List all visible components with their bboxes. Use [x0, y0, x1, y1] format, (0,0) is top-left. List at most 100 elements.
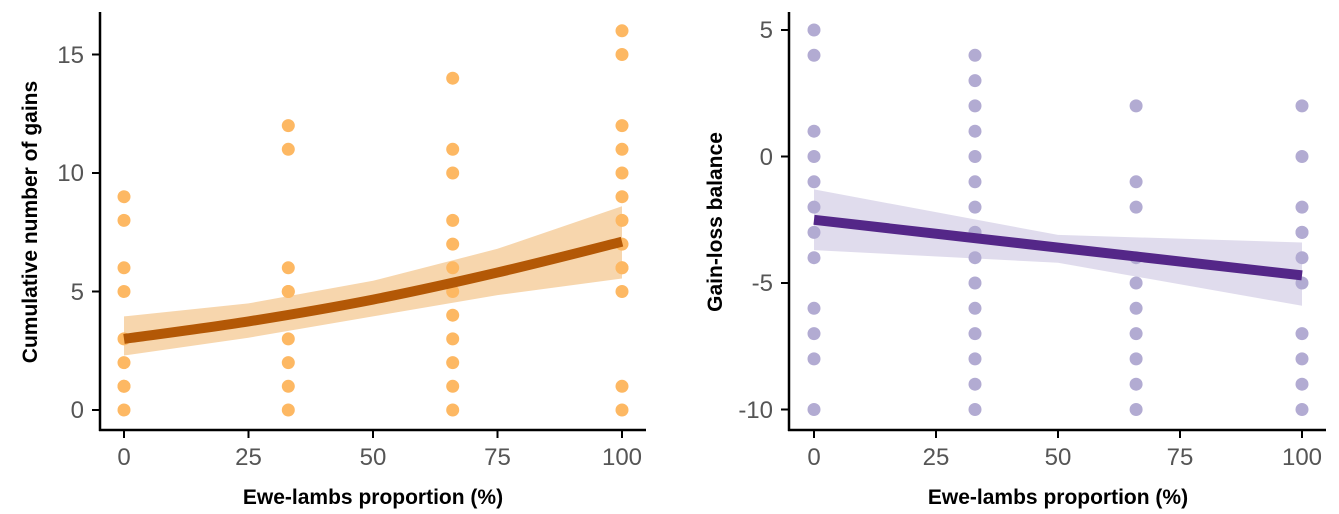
- x-axis-title: Ewe-lambs proportion (%): [928, 486, 1188, 509]
- data-point: [1129, 175, 1143, 189]
- data-point: [807, 175, 821, 189]
- data-point: [446, 403, 460, 417]
- data-point: [446, 142, 460, 156]
- data-point: [446, 213, 460, 227]
- data-point: [968, 377, 982, 391]
- data-point: [117, 356, 131, 370]
- data-point: [1295, 200, 1309, 214]
- data-point: [1295, 352, 1309, 366]
- data-point: [446, 356, 460, 370]
- data-point: [968, 403, 982, 416]
- data-point: [117, 403, 131, 417]
- data-point: [968, 150, 982, 163]
- fit-line: [123, 236, 624, 344]
- data-point: [968, 251, 982, 265]
- data-point: [117, 285, 131, 298]
- data-point: [1129, 301, 1143, 315]
- data-point: [968, 124, 982, 138]
- x-tick-label: 25: [235, 444, 262, 471]
- x-tick-label: 75: [1167, 444, 1194, 471]
- data-point: [1295, 150, 1309, 163]
- right-panel: 5 0 -5 -10 0 25 50 75 100 Ewe-lambs prop…: [704, 12, 1326, 509]
- data-point: [1129, 403, 1143, 416]
- data-points: [807, 23, 1309, 416]
- data-point: [446, 261, 460, 275]
- data-point: [1295, 99, 1309, 113]
- data-point: [281, 261, 295, 275]
- data-point: [807, 150, 821, 163]
- data-point: [615, 403, 629, 417]
- data-point: [1129, 352, 1143, 366]
- data-point: [281, 356, 295, 370]
- data-point: [968, 301, 982, 315]
- data-point: [615, 379, 629, 393]
- x-tick-label: 75: [484, 444, 511, 471]
- data-point: [117, 379, 131, 393]
- data-point: [807, 251, 821, 265]
- data-point: [968, 99, 982, 113]
- data-point: [281, 403, 295, 417]
- data-point: [1295, 327, 1309, 341]
- data-point: [1295, 403, 1309, 416]
- y-axis-title: Gain-loss balance: [704, 132, 727, 312]
- data-point: [281, 142, 295, 156]
- data-point: [615, 213, 629, 227]
- data-point: [446, 237, 460, 251]
- data-point: [615, 48, 629, 61]
- data-point: [446, 166, 460, 180]
- y-tick-label: 0: [71, 397, 84, 424]
- x-tick-label: 50: [360, 444, 387, 471]
- data-point: [117, 213, 131, 227]
- data-point: [968, 352, 982, 366]
- y-tick-label: -5: [752, 270, 773, 297]
- data-points: [117, 24, 629, 417]
- data-point: [281, 119, 295, 133]
- data-point: [1295, 225, 1309, 239]
- data-point: [807, 124, 821, 138]
- data-point: [446, 332, 460, 346]
- data-point: [446, 308, 460, 322]
- data-point: [807, 301, 821, 315]
- data-point: [968, 327, 982, 341]
- data-point: [1129, 377, 1143, 391]
- data-point: [807, 352, 821, 366]
- data-point: [281, 285, 295, 298]
- data-point: [807, 23, 821, 37]
- left-panel: 0 5 10 15 0 25 50 75 100 Ewe-lambs propo…: [19, 12, 646, 509]
- x-axis-title: Ewe-lambs proportion (%): [243, 486, 503, 509]
- y-axis-title: Cumulative number of gains: [19, 81, 42, 363]
- data-point: [117, 190, 131, 204]
- data-point: [615, 24, 629, 38]
- data-point: [807, 225, 821, 239]
- y-tick-label: 0: [760, 144, 773, 171]
- data-point: [968, 175, 982, 189]
- data-point: [807, 48, 821, 62]
- data-point: [615, 261, 629, 275]
- data-point: [807, 200, 821, 214]
- data-point: [968, 200, 982, 214]
- y-tick-label: -10: [738, 397, 773, 424]
- x-tick-label: 25: [923, 444, 950, 471]
- data-point: [446, 71, 460, 85]
- y-tick-label: 5: [71, 279, 84, 306]
- data-point: [281, 379, 295, 393]
- x-tick-label: 50: [1045, 444, 1072, 471]
- x-tick-label: 100: [602, 444, 642, 471]
- data-point: [615, 119, 629, 133]
- y-tick-label: 5: [760, 17, 773, 44]
- data-point: [446, 379, 460, 393]
- x-tick-label: 0: [807, 444, 820, 471]
- x-tick-label: 100: [1282, 444, 1322, 471]
- data-point: [615, 142, 629, 156]
- data-point: [1129, 276, 1143, 290]
- data-point: [807, 327, 821, 341]
- data-point: [1129, 200, 1143, 214]
- data-point: [281, 332, 295, 346]
- data-point: [615, 190, 629, 204]
- y-tick-label: 10: [57, 160, 84, 187]
- data-point: [1295, 251, 1309, 265]
- data-point: [615, 285, 629, 298]
- data-point: [968, 74, 982, 88]
- data-point: [615, 166, 629, 180]
